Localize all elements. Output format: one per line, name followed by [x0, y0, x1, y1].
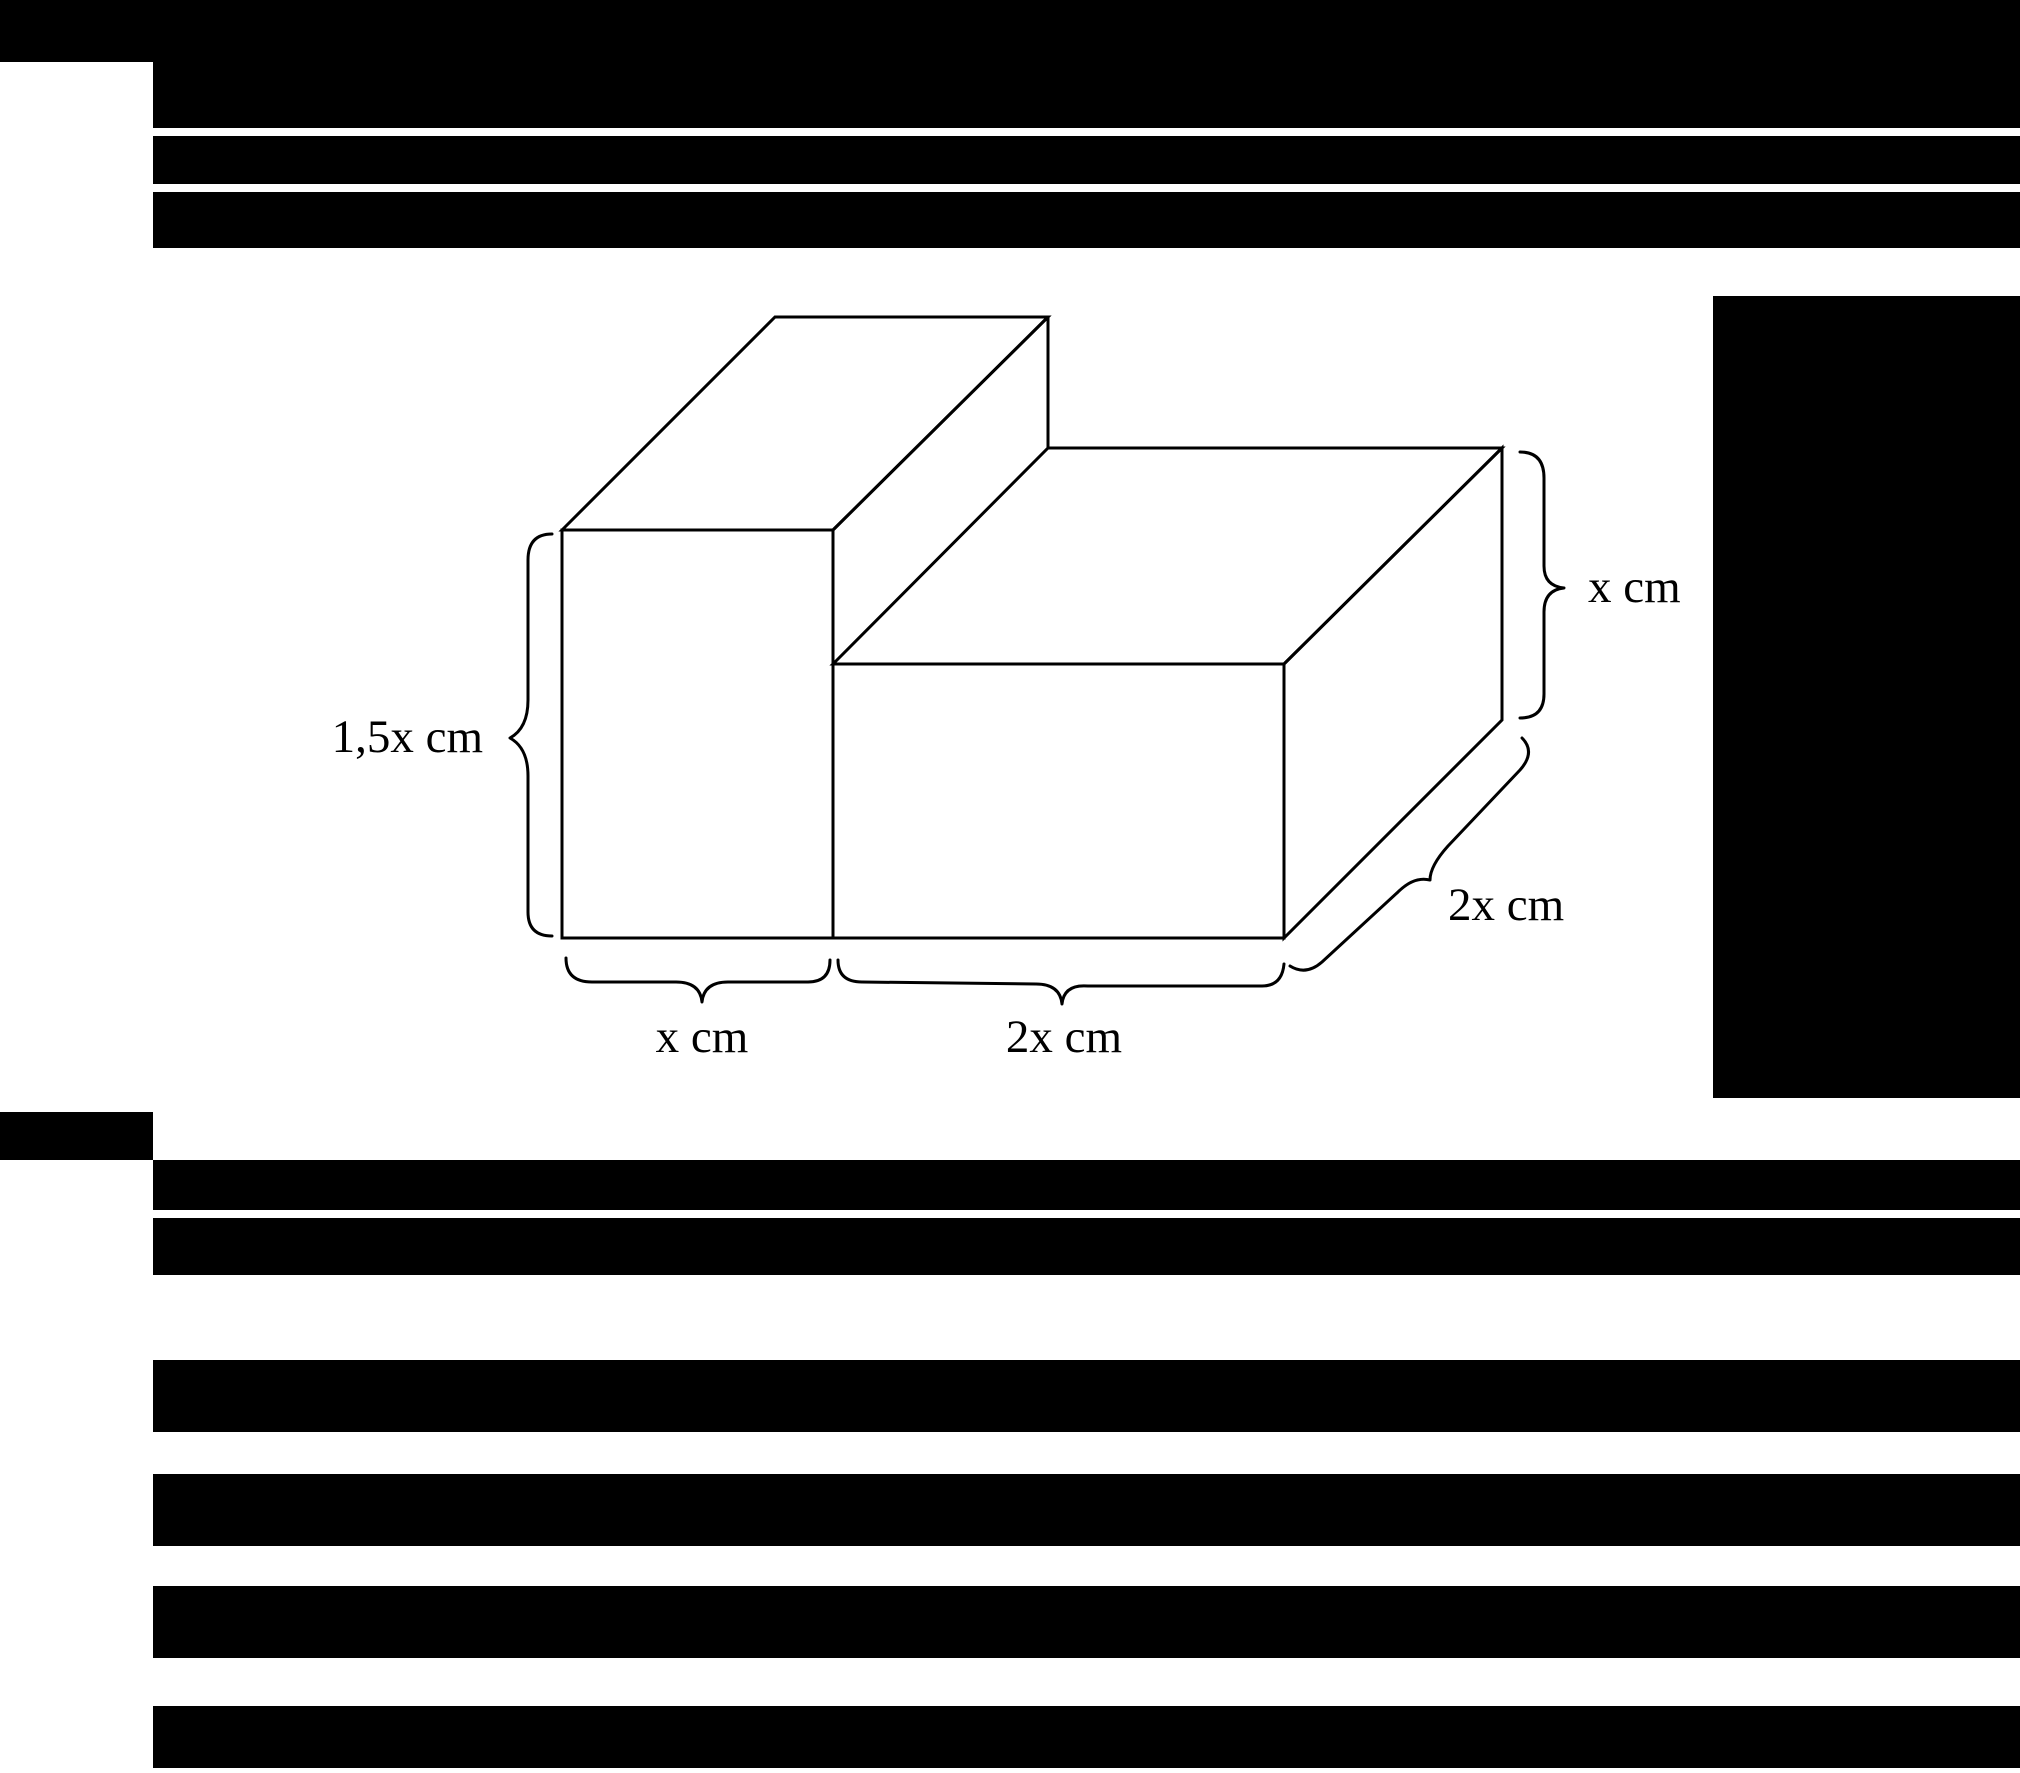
redact-line-1: [153, 80, 2020, 128]
label-right-width: 2x cm: [1006, 1011, 1122, 1063]
gap-line-2-3: [153, 184, 2020, 192]
redact-choice-c: [153, 1586, 2020, 1658]
right-prism: [829, 315, 1506, 942]
redact-choice-d: [153, 1706, 2020, 1768]
redact-choice-b: [153, 1474, 2020, 1546]
redact-line-2: [153, 136, 2020, 184]
redact-right-block: [1713, 296, 2020, 1098]
left-margin-lower: [0, 1160, 153, 1773]
gap-c1: [0, 1432, 2020, 1474]
brace-depth: [1288, 736, 1530, 972]
figure-region-below: [1713, 1098, 2020, 1160]
redact-line-4: [153, 1160, 2020, 1210]
gap-c2: [0, 1546, 2020, 1586]
step-edge: [831, 315, 1050, 532]
brace-bottom-right: [836, 958, 1286, 1006]
gap-q1: [153, 1210, 2020, 1218]
gap-c3: [0, 1658, 2020, 1706]
bottom-strip: [0, 1768, 2020, 1773]
redact-choice-a: [153, 1360, 2020, 1432]
label-right-height: x cm: [1588, 561, 1681, 613]
right-prism-side-face: [1282, 444, 1504, 942]
figure-region: [153, 248, 1713, 1160]
dimension-labels: 1,5x cm x cm 2x cm x cm 2x cm: [332, 561, 1681, 1063]
figure-region-right: [1713, 248, 2020, 296]
label-left-height: 1,5x cm: [332, 711, 483, 763]
label-depth: 2x cm: [1448, 879, 1564, 931]
brace-right-height: [1518, 450, 1566, 720]
label-left-width: x cm: [656, 1011, 749, 1063]
dimension-braces: [508, 450, 1566, 1006]
gap-line-1-2: [153, 128, 2020, 136]
left-margin-upper: [0, 62, 153, 1112]
gap-q2: [0, 1275, 2020, 1360]
brace-bottom-left: [564, 956, 832, 1004]
redact-header: [0, 0, 2020, 62]
brace-left-height: [508, 532, 554, 938]
redact-line-5: [153, 1218, 2020, 1275]
redact-line-3: [153, 192, 2020, 248]
